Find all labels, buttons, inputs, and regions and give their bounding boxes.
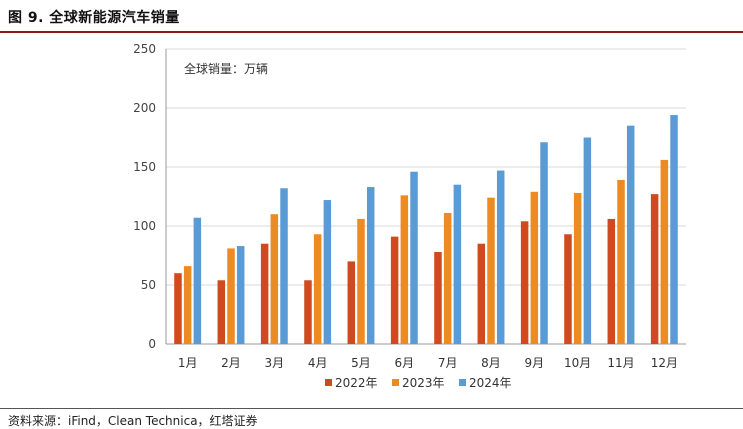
x-tick-label: 1月: [178, 356, 198, 370]
x-tick-label: 4月: [308, 356, 328, 370]
legend-label: 2022年: [335, 376, 378, 390]
bar: [193, 217, 202, 344]
bar: [217, 280, 226, 344]
y-tick-label: 100: [133, 219, 156, 233]
legend-label: 2024年: [469, 376, 512, 390]
bar: [573, 192, 582, 344]
x-tick-label: 6月: [395, 356, 415, 370]
bar: [453, 184, 462, 344]
bar: [183, 266, 192, 344]
x-tick-label: 7月: [438, 356, 458, 370]
x-tick-label: 10月: [564, 356, 591, 370]
x-tick-label: 9月: [525, 356, 545, 370]
chart-annotation: 全球销量：万辆: [184, 61, 268, 76]
axes: [165, 49, 686, 345]
x-tick-label: 2月: [221, 356, 241, 370]
bar: [530, 191, 539, 344]
bar: [366, 187, 375, 344]
x-tick-label: 12月: [651, 356, 678, 370]
legend-label: 2023年: [402, 376, 445, 390]
bar: [323, 200, 332, 344]
bar: [650, 194, 659, 344]
x-tick-label: 3月: [265, 356, 285, 370]
x-tick-label: 5月: [351, 356, 371, 370]
figure-title: 图 9. 全球新能源汽车销量: [8, 10, 180, 26]
bar: [660, 159, 669, 344]
bar: [670, 115, 678, 344]
x-tick-label: 8月: [481, 356, 501, 370]
bar: [347, 261, 356, 344]
bar: [174, 273, 182, 344]
bar: [260, 243, 269, 344]
y-tick-label: 250: [133, 42, 156, 56]
bar: [443, 213, 452, 344]
bar: [434, 251, 442, 344]
x-tick-label: 11月: [607, 356, 634, 370]
bar: [280, 188, 288, 344]
legend-swatch: [392, 379, 399, 386]
legend-swatch: [459, 379, 466, 386]
bar: [477, 243, 486, 344]
bar: [540, 142, 548, 344]
bar: [390, 236, 399, 344]
tick-labels: 0 50 100 150 200 250 1月 2月 3月 4月 5月 6月 7月 8月 9月 10月 11月 1…: [133, 42, 678, 370]
bar: [410, 171, 418, 344]
bar: [357, 218, 365, 344]
source-note: 资料来源：iFind，Clean Technica，红塔证券: [8, 414, 258, 428]
bar: [564, 234, 572, 344]
bar: [617, 179, 625, 344]
bar: [313, 234, 322, 344]
source-divider: [0, 408, 743, 409]
bar: [270, 214, 279, 344]
bar: [607, 218, 616, 344]
bar: [227, 248, 235, 344]
legend: 2022年 2023年 2024年: [325, 376, 512, 390]
y-tick-label: 150: [133, 160, 156, 174]
bar: [626, 125, 635, 344]
y-tick-label: 200: [133, 101, 156, 115]
title-divider: [0, 31, 743, 33]
y-tick-label: 50: [141, 278, 156, 292]
bar: [487, 197, 495, 344]
y-tick-label: 0: [148, 337, 156, 351]
bar: [400, 195, 409, 344]
bars: [174, 115, 678, 344]
bar: [236, 246, 245, 344]
legend-swatch: [325, 379, 332, 386]
bar: [496, 170, 505, 344]
gridlines: [166, 48, 686, 286]
bar: [520, 221, 529, 344]
bar: [304, 280, 312, 344]
bar: [583, 137, 592, 344]
